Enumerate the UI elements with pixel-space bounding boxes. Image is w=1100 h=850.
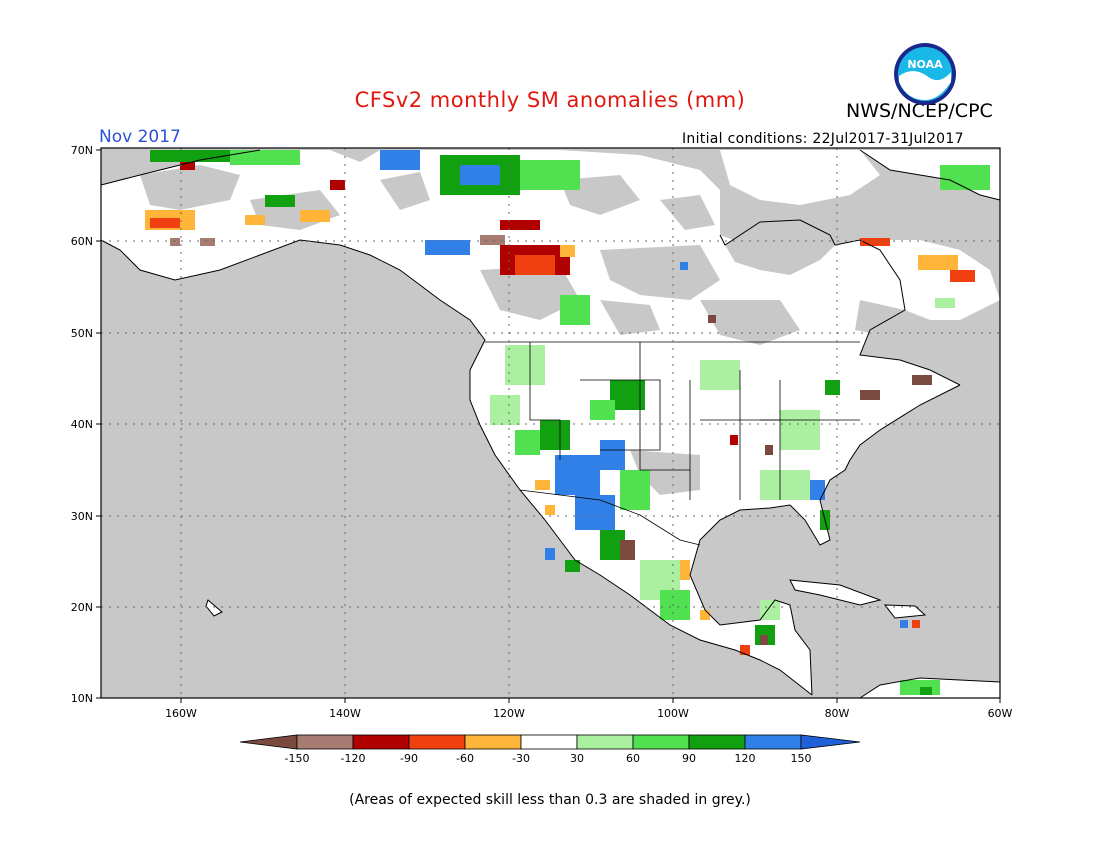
colorbar-swatch bbox=[352, 734, 410, 750]
colorbar-tick-label: 120 bbox=[735, 752, 756, 765]
lon-label: 120W bbox=[493, 707, 525, 720]
political-borders bbox=[485, 341, 860, 546]
lat-label: 50N bbox=[71, 327, 93, 340]
map-frame bbox=[100, 147, 1001, 699]
colorbar-tick-label: -150 bbox=[285, 752, 310, 765]
colorbar-swatch bbox=[576, 734, 634, 750]
lat-label: 10N bbox=[71, 692, 93, 705]
colorbar-tick-label: -90 bbox=[400, 752, 418, 765]
lat-label: 70N bbox=[71, 144, 93, 157]
logo-text: NOAA bbox=[907, 58, 943, 71]
coastlines bbox=[100, 149, 1001, 699]
low-skill-areas bbox=[140, 165, 905, 495]
lon-label: 100W bbox=[657, 707, 689, 720]
colorbar-tick-label: 30 bbox=[570, 752, 584, 765]
hudson-bay bbox=[725, 220, 835, 275]
colorbar-arrow-right bbox=[800, 734, 861, 750]
graticule bbox=[101, 148, 1000, 698]
skill-footnote: (Areas of expected skill less than 0.3 a… bbox=[349, 792, 751, 808]
colorbar-tick-label: -120 bbox=[341, 752, 366, 765]
colorbar-tick-label: -30 bbox=[512, 752, 530, 765]
lat-label: 60N bbox=[71, 235, 93, 248]
colorbar-swatch bbox=[296, 734, 354, 750]
colorbar-tick-label: 90 bbox=[682, 752, 696, 765]
lon-label: 140W bbox=[329, 707, 361, 720]
lon-label: 60W bbox=[988, 707, 1013, 720]
lat-label: 30N bbox=[71, 510, 93, 523]
forecast-month: Nov 2017 bbox=[99, 127, 181, 147]
organization-label: NWS/NCEP/CPC bbox=[846, 100, 993, 122]
colorbar-swatch bbox=[744, 734, 802, 750]
colorbar-swatch bbox=[520, 734, 578, 750]
noaa-logo-icon: NOAA bbox=[894, 43, 956, 105]
colorbar-tick-label: 60 bbox=[626, 752, 640, 765]
lat-label: 20N bbox=[71, 601, 93, 614]
colorbar-swatch bbox=[464, 734, 522, 750]
colorbar-tick-label: -60 bbox=[456, 752, 474, 765]
colorbar-tick-label: 150 bbox=[791, 752, 812, 765]
hispaniola bbox=[885, 605, 925, 618]
colorbar-swatch bbox=[632, 734, 690, 750]
land-areas bbox=[101, 150, 1000, 698]
hawaii bbox=[206, 600, 222, 616]
anomaly-cells bbox=[145, 150, 990, 695]
colorbar-arrow-left bbox=[239, 734, 298, 750]
lon-label: 80W bbox=[825, 707, 850, 720]
quebec-land bbox=[860, 240, 1000, 320]
initial-conditions: Initial conditions: 22Jul2017-31Jul2017 bbox=[682, 131, 964, 147]
arctic-islands bbox=[720, 150, 880, 205]
cuba bbox=[790, 580, 880, 605]
lon-label: 160W bbox=[165, 707, 197, 720]
colorbar-swatch bbox=[688, 734, 746, 750]
colorbar-swatch bbox=[408, 734, 466, 750]
colorbar-legend: -150 -120 -90 -60 -30 30 60 90 120 150 bbox=[239, 734, 861, 765]
chart-title: CFSv2 monthly SM anomalies (mm) bbox=[354, 88, 746, 112]
north-america-land bbox=[101, 150, 960, 695]
lat-label: 40N bbox=[71, 418, 93, 431]
